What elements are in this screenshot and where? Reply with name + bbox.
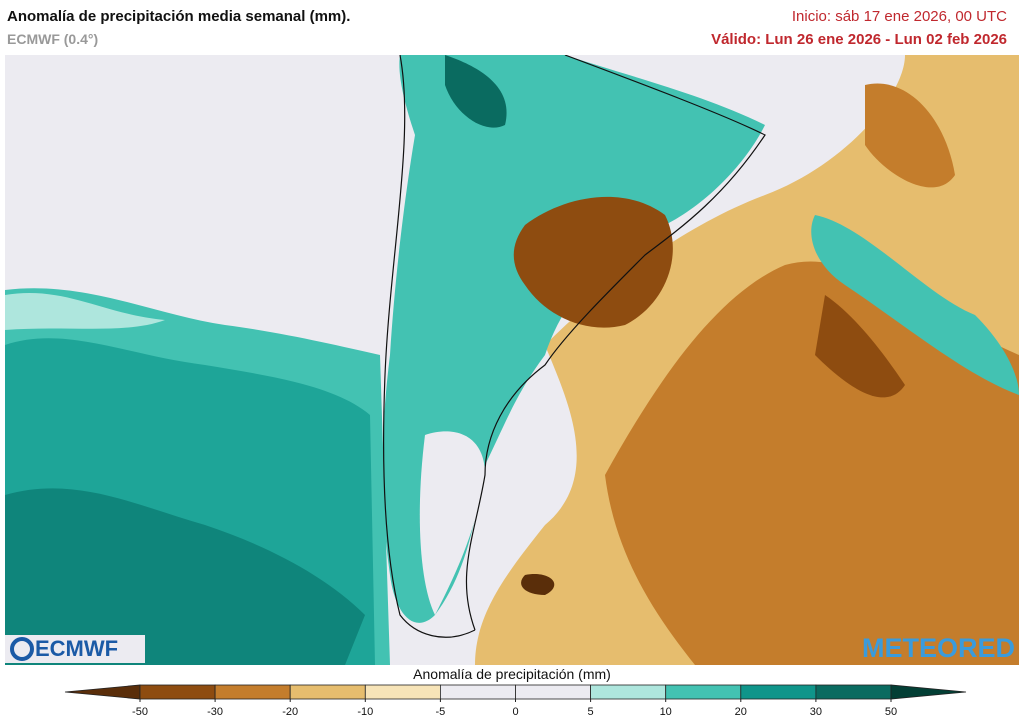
logo-left: ECMWF bbox=[35, 636, 118, 661]
colorbar-segment bbox=[364, 684, 441, 700]
atlantic-anomaly bbox=[865, 83, 955, 188]
model: ECMWF (0.4°) bbox=[7, 31, 99, 47]
colorbar-segment bbox=[289, 684, 366, 700]
colorbar-tick-label: 0 bbox=[512, 706, 518, 718]
colorbar-tick-label: 5 bbox=[588, 706, 594, 718]
colorbar-tick-label: 20 bbox=[735, 706, 747, 718]
colorbar-segment bbox=[815, 684, 892, 700]
map: ECMWF METEORED bbox=[5, 55, 1019, 665]
colorbar-segment bbox=[665, 684, 742, 700]
pacific-anomaly bbox=[5, 292, 165, 330]
colorbar-segment bbox=[515, 684, 591, 700]
colorbar: -50 -30 -20 -10 -5 0 5 10 20 30 50 bbox=[64, 684, 967, 718]
colorbar-segment bbox=[590, 684, 667, 700]
coastline bbox=[465, 55, 766, 631]
continent-dry bbox=[513, 196, 673, 328]
colorbar-tick-label: -5 bbox=[436, 706, 446, 718]
continent-neutral bbox=[419, 431, 485, 615]
colorbar-tick-label: -10 bbox=[357, 706, 373, 718]
colorbar-tick-label: -30 bbox=[207, 706, 223, 718]
colorbar-segment bbox=[740, 684, 817, 700]
title: Anomalía de precipitación media semanal … bbox=[7, 8, 351, 25]
atlantic-anomaly bbox=[815, 295, 905, 398]
colorbar-tick-label: -20 bbox=[282, 706, 298, 718]
atlantic-anomaly bbox=[605, 261, 1019, 665]
colorbar-tick-label: 30 bbox=[810, 706, 822, 718]
pacific-anomaly bbox=[5, 488, 365, 665]
logo-right: METEORED bbox=[862, 633, 1015, 663]
colorbar-tick-label: 10 bbox=[660, 706, 672, 718]
continent-wet bbox=[445, 55, 507, 128]
colorbar-tick-label: -50 bbox=[132, 706, 148, 718]
colorbar-segment bbox=[139, 684, 216, 700]
islands bbox=[521, 574, 555, 595]
legend-title: Anomalía de precipitación (mm) bbox=[413, 666, 611, 682]
colorbar-extend-low bbox=[64, 684, 141, 700]
colorbar-segment bbox=[439, 684, 516, 700]
valid-range: Válido: Lun 26 ene 2026 - Lun 02 feb 202… bbox=[711, 31, 1007, 48]
logo-icon bbox=[10, 637, 34, 661]
colorbar-extend-high bbox=[890, 684, 967, 700]
coastline bbox=[382, 55, 476, 638]
colorbar-tick-label: 50 bbox=[885, 706, 897, 718]
init-date: Inicio: sáb 17 ene 2026, 00 UTC bbox=[791, 8, 1007, 25]
colorbar-segment bbox=[214, 684, 291, 700]
atlantic-anomaly bbox=[811, 215, 1019, 395]
